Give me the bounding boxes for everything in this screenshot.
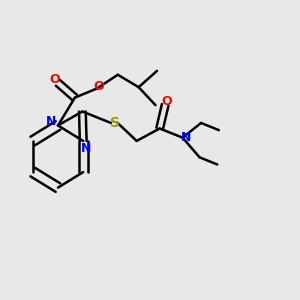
- Text: O: O: [93, 80, 104, 93]
- Text: S: S: [110, 116, 120, 130]
- Text: N: N: [45, 115, 56, 128]
- Text: O: O: [161, 95, 172, 108]
- Text: N: N: [80, 142, 91, 155]
- Text: O: O: [49, 73, 60, 86]
- Text: N: N: [181, 131, 191, 144]
